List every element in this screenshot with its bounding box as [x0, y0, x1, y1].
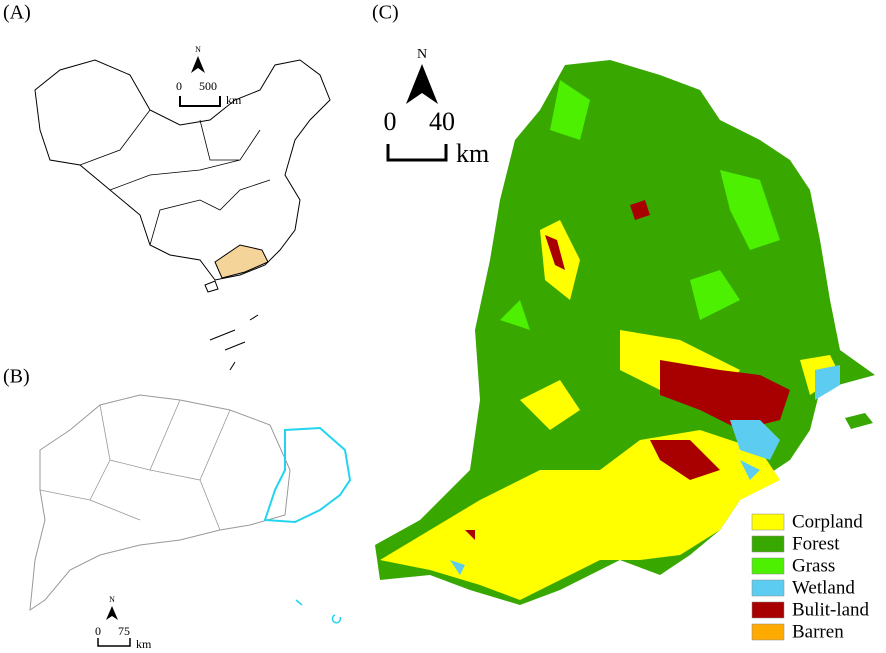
- scale-bar: [97, 638, 131, 647]
- scale-bar: [179, 96, 221, 107]
- region-outline: [29, 394, 291, 612]
- scale-unit: km: [136, 637, 152, 651]
- north-label: N: [195, 45, 201, 54]
- scale-unit: km: [456, 139, 489, 168]
- scale-unit: km: [226, 93, 242, 107]
- land-cover-map: [375, 60, 875, 605]
- scale-start: 0: [95, 624, 101, 638]
- panel-label: (C): [372, 2, 399, 24]
- legend-label: Forest: [792, 533, 840, 554]
- scale-start: 0: [384, 107, 397, 136]
- legend: CorplandForestGrassWetlandBulit-landBarr…: [751, 511, 870, 642]
- north-label: N: [417, 47, 427, 62]
- highlight-province: [214, 244, 269, 279]
- legend-swatch: [751, 513, 785, 531]
- city-borders: [39, 399, 231, 531]
- north-arrow: [191, 56, 205, 73]
- legend-swatch: [751, 623, 785, 641]
- scale-end: 75: [118, 624, 130, 638]
- study-islands: [295, 599, 342, 624]
- north-arrow: [106, 606, 118, 620]
- legend-label: Grass: [792, 555, 835, 576]
- legend-swatch: [751, 535, 785, 553]
- legend-swatch: [751, 601, 785, 619]
- scale-end: 40: [429, 107, 455, 136]
- study-area: [263, 426, 352, 524]
- forest-island: [845, 413, 873, 429]
- legend-label: Corpland: [792, 511, 863, 532]
- legend-swatch: [751, 579, 785, 597]
- scale-start: 0: [176, 79, 182, 93]
- north-arrow: [406, 64, 438, 104]
- country-outline: [34, 59, 331, 281]
- legend-label: Barren: [792, 621, 844, 642]
- panel-label: (B): [3, 366, 30, 388]
- panel-label: (A): [3, 2, 31, 24]
- scale-end: 500: [199, 79, 217, 93]
- north-label: N: [109, 595, 115, 604]
- province-borders: [79, 109, 271, 246]
- islands: [204, 280, 259, 371]
- legend-label: Bulit-land: [792, 599, 870, 620]
- scale-bar: [386, 144, 448, 162]
- legend-swatch: [751, 557, 785, 575]
- legend-label: Wetland: [792, 577, 855, 598]
